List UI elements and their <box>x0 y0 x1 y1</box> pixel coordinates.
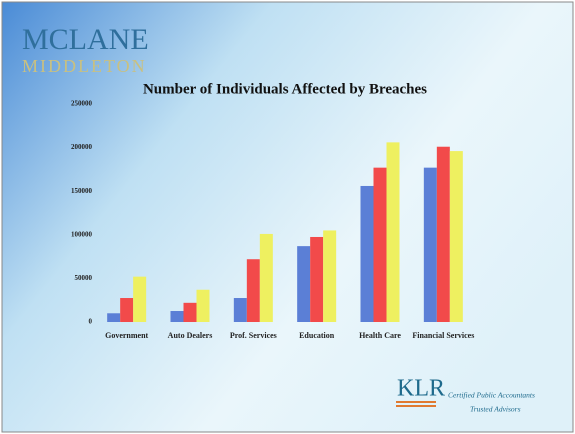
y-tick-label: 50000 <box>75 274 93 282</box>
bar <box>259 233 273 322</box>
bar <box>310 236 324 322</box>
bar <box>323 230 337 322</box>
y-tick-label: 200000 <box>71 143 93 151</box>
bar <box>436 146 450 322</box>
x-tick-label: Auto Dealers <box>168 331 213 340</box>
bar <box>133 276 147 322</box>
bar <box>360 185 374 322</box>
bar <box>423 167 437 322</box>
bar <box>107 313 121 322</box>
x-tick-label: Education <box>299 331 335 340</box>
bar <box>386 142 400 322</box>
bar <box>449 151 463 322</box>
y-tick-label: 100000 <box>71 230 93 238</box>
bar <box>246 259 260 322</box>
bar <box>233 298 247 322</box>
chart-title: Number of Individuals Affected by Breach… <box>143 81 427 97</box>
footer-logo-mark: KLR <box>397 376 445 402</box>
x-tick-label: Financial Services <box>412 331 474 340</box>
footer-logo-line2: Trusted Advisors <box>470 405 521 414</box>
bar <box>120 298 134 322</box>
logo-line1: MCLANE <box>22 23 149 56</box>
footer-logo-line1: Certified Public Accountants <box>448 391 535 400</box>
bar <box>183 302 197 322</box>
bar <box>196 289 210 322</box>
logo-line2: MIDDLETON <box>22 56 147 76</box>
logo-rule <box>396 401 436 403</box>
y-tick-label: 250000 <box>71 100 93 108</box>
bar <box>170 311 184 322</box>
x-tick-label: Prof. Services <box>230 331 277 340</box>
logo-rule <box>396 405 436 407</box>
bar <box>297 246 311 322</box>
y-tick-label: 0 <box>89 318 93 326</box>
bar <box>373 167 387 322</box>
x-tick-label: Government <box>105 331 148 340</box>
y-tick-label: 150000 <box>71 187 93 195</box>
x-tick-label: Health Care <box>359 331 401 340</box>
